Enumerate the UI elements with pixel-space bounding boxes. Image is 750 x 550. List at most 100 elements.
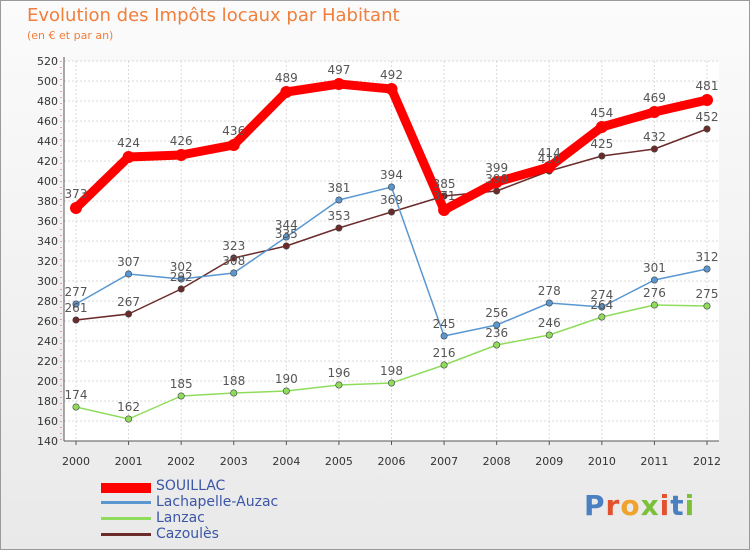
data-point-lanzac bbox=[230, 389, 238, 397]
data-point-souillac bbox=[543, 161, 556, 173]
data-point-cazoul-s bbox=[177, 285, 185, 293]
y-tick-label: 200 bbox=[37, 375, 58, 388]
data-label-cazoul-s: 390 bbox=[485, 172, 508, 186]
data-label-cazoul-s: 410 bbox=[538, 152, 561, 166]
y-tick-label: 380 bbox=[37, 195, 58, 208]
legend-swatch-cazoules bbox=[101, 533, 151, 536]
legend-item-lanzac[interactable]: Lanzac bbox=[101, 510, 401, 533]
data-point-lanzac bbox=[387, 379, 395, 387]
legend-label-cazoules: Cazoulès bbox=[156, 526, 219, 542]
logo-letter: x bbox=[640, 489, 660, 522]
x-tick-label: 2008 bbox=[483, 455, 511, 468]
data-point-souillac bbox=[332, 78, 345, 90]
legend-label-souillac: SOUILLAC bbox=[156, 478, 226, 494]
data-label-souillac: 426 bbox=[170, 134, 193, 148]
legend-label-lanzac: Lanzac bbox=[156, 510, 205, 526]
y-tick-label: 520 bbox=[37, 55, 58, 68]
x-tick-label: 2002 bbox=[167, 455, 195, 468]
data-label-lachapelle-auzac: 277 bbox=[65, 285, 88, 299]
data-label-lanzac: 275 bbox=[696, 287, 719, 301]
data-point-souillac bbox=[175, 149, 188, 161]
data-label-lachapelle-auzac: 302 bbox=[170, 260, 193, 274]
data-point-lachapelle-auzac bbox=[598, 303, 606, 311]
data-point-lanzac bbox=[545, 331, 553, 339]
data-point-cazoul-s bbox=[125, 310, 133, 318]
x-tick-label: 2010 bbox=[588, 455, 616, 468]
data-label-cazoul-s: 432 bbox=[643, 130, 666, 144]
y-tick-label: 440 bbox=[37, 135, 58, 148]
data-label-cazoul-s: 425 bbox=[590, 137, 613, 151]
data-point-souillac bbox=[490, 176, 503, 188]
data-label-cazoul-s: 369 bbox=[380, 193, 403, 207]
data-point-cazoul-s bbox=[230, 254, 238, 262]
data-point-lanzac bbox=[125, 415, 133, 423]
data-label-cazoul-s: 292 bbox=[170, 270, 193, 284]
data-point-lachapelle-auzac bbox=[545, 299, 553, 307]
data-point-souillac bbox=[701, 94, 713, 106]
logo-letter: i bbox=[659, 489, 671, 522]
data-point-lanzac bbox=[598, 313, 606, 321]
data-point-lachapelle-auzac bbox=[387, 183, 395, 191]
legend-item-cazoules[interactable]: Cazoulès bbox=[101, 526, 401, 549]
data-label-lanzac: 198 bbox=[380, 364, 403, 378]
y-tick-label: 160 bbox=[37, 415, 58, 428]
data-point-lanzac bbox=[335, 381, 343, 389]
chart-legend: SOUILLAC Lachapelle-Auzac Lanzac Cazoulè… bbox=[101, 478, 401, 549]
data-label-layer: 373 424 426 436 489 497 492 371 399 414 454 469 481 2… bbox=[65, 63, 719, 414]
data-label-lachapelle-auzac: 245 bbox=[433, 317, 456, 331]
logo-letter: P bbox=[584, 489, 606, 522]
data-label-souillac: 497 bbox=[327, 63, 350, 77]
logo-letter: o bbox=[620, 489, 641, 522]
legend-item-souillac[interactable]: SOUILLAC bbox=[101, 478, 401, 501]
y-tick-label: 360 bbox=[37, 215, 58, 228]
data-label-lanzac: 190 bbox=[275, 372, 298, 386]
data-point-lanzac bbox=[177, 392, 185, 400]
data-label-cazoul-s: 261 bbox=[65, 301, 88, 315]
data-point-lanzac bbox=[282, 387, 290, 395]
data-label-lanzac: 196 bbox=[327, 366, 350, 380]
y-tick-label: 220 bbox=[37, 355, 58, 368]
y-tick-label: 340 bbox=[37, 235, 58, 248]
data-label-lachapelle-auzac: 308 bbox=[222, 254, 245, 268]
data-label-lachapelle-auzac: 278 bbox=[538, 284, 561, 298]
data-point-souillac bbox=[122, 151, 135, 163]
data-label-souillac: 492 bbox=[380, 68, 403, 82]
legend-item-lachapelle-auzac[interactable]: Lachapelle-Auzac bbox=[101, 494, 401, 517]
data-point-cazoul-s bbox=[282, 242, 290, 250]
data-label-lanzac: 236 bbox=[485, 326, 508, 340]
data-label-lanzac: 264 bbox=[590, 298, 613, 312]
x-tick-label: 2011 bbox=[640, 455, 668, 468]
y-tick-label: 460 bbox=[37, 115, 58, 128]
data-label-souillac: 481 bbox=[696, 79, 719, 93]
legend-swatch-lachapelle-auzac bbox=[101, 501, 151, 504]
data-point-lachapelle-auzac bbox=[493, 321, 501, 329]
data-label-lanzac: 276 bbox=[643, 286, 666, 300]
data-label-lanzac: 216 bbox=[433, 346, 456, 360]
data-point-lachapelle-auzac bbox=[650, 276, 658, 284]
x-tick-label: 2001 bbox=[115, 455, 143, 468]
data-point-lanzac bbox=[703, 302, 711, 310]
y-tick-label: 300 bbox=[37, 275, 58, 288]
data-label-cazoul-s: 385 bbox=[433, 177, 456, 191]
logo-letter: t bbox=[670, 489, 685, 522]
data-point-lanzac bbox=[72, 403, 80, 411]
y-tick-label: 260 bbox=[37, 315, 58, 328]
proxiti-logo[interactable]: Proxiti bbox=[584, 489, 695, 522]
legend-swatch-souillac bbox=[101, 483, 151, 493]
data-point-lachapelle-auzac bbox=[440, 332, 448, 340]
data-point-cazoul-s bbox=[493, 187, 501, 195]
data-label-lachapelle-auzac: 381 bbox=[327, 181, 350, 195]
y-tick-label: 180 bbox=[37, 395, 58, 408]
x-tick-label: 2007 bbox=[430, 455, 458, 468]
legend-label-lachapelle-auzac: Lachapelle-Auzac bbox=[156, 494, 279, 510]
y-tick-label: 240 bbox=[37, 335, 58, 348]
data-label-lanzac: 174 bbox=[65, 388, 88, 402]
data-label-cazoul-s: 353 bbox=[327, 209, 350, 223]
chart-subtitle: (en € et par an) bbox=[27, 29, 114, 42]
data-label-souillac: 414 bbox=[538, 146, 561, 160]
y-tick-label: 420 bbox=[37, 155, 58, 168]
data-point-lachapelle-auzac bbox=[72, 300, 80, 308]
data-point-souillac bbox=[595, 121, 608, 133]
data-label-souillac: 399 bbox=[485, 161, 508, 175]
